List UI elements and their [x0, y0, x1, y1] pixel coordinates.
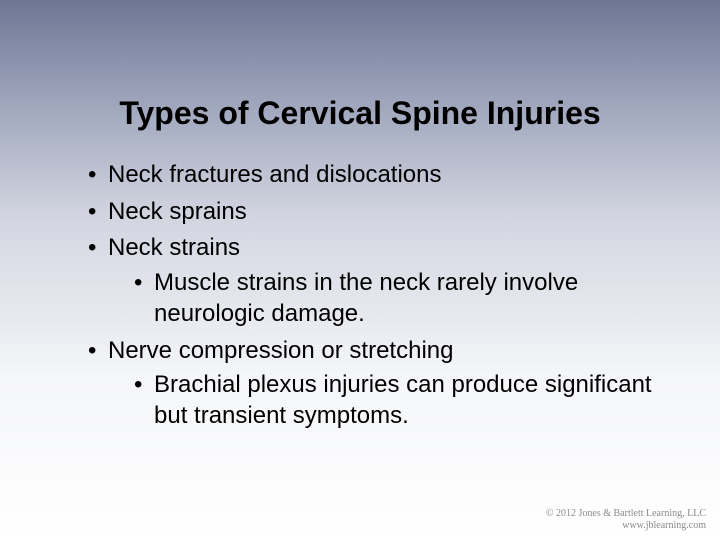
slide-title: Types of Cervical Spine Injuries	[0, 95, 720, 160]
list-item: Neck strains Muscle strains in the neck …	[88, 233, 660, 329]
footer-credits: © 2012 Jones & Bartlett Learning, LLC ww…	[546, 508, 706, 532]
list-item-text: Neck sprains	[108, 198, 247, 225]
slide-body: Neck fractures and dislocations Neck spr…	[0, 160, 720, 432]
list-item-text: Nerve compression or stretching	[108, 337, 453, 364]
list-item: Muscle strains in the neck rarely involv…	[134, 268, 660, 329]
list-item: Neck sprains	[88, 197, 660, 228]
sub-bullet-list: Muscle strains in the neck rarely involv…	[108, 268, 660, 329]
list-item-text: Neck strains	[108, 234, 240, 261]
list-item: Brachial plexus injuries can produce sig…	[134, 370, 660, 431]
footer-line-copyright: © 2012 Jones & Bartlett Learning, LLC	[546, 508, 706, 520]
bullet-list: Neck fractures and dislocations Neck spr…	[60, 160, 660, 432]
footer-line-url: www.jblearning.com	[546, 520, 706, 532]
sub-bullet-list: Brachial plexus injuries can produce sig…	[108, 370, 660, 431]
list-item-text: Muscle strains in the neck rarely involv…	[154, 269, 578, 327]
list-item-text: Brachial plexus injuries can produce sig…	[154, 371, 652, 429]
slide: Types of Cervical Spine Injuries Neck fr…	[0, 0, 720, 540]
list-item: Nerve compression or stretching Brachial…	[88, 336, 660, 432]
list-item-text: Neck fractures and dislocations	[108, 161, 442, 188]
list-item: Neck fractures and dislocations	[88, 160, 660, 191]
